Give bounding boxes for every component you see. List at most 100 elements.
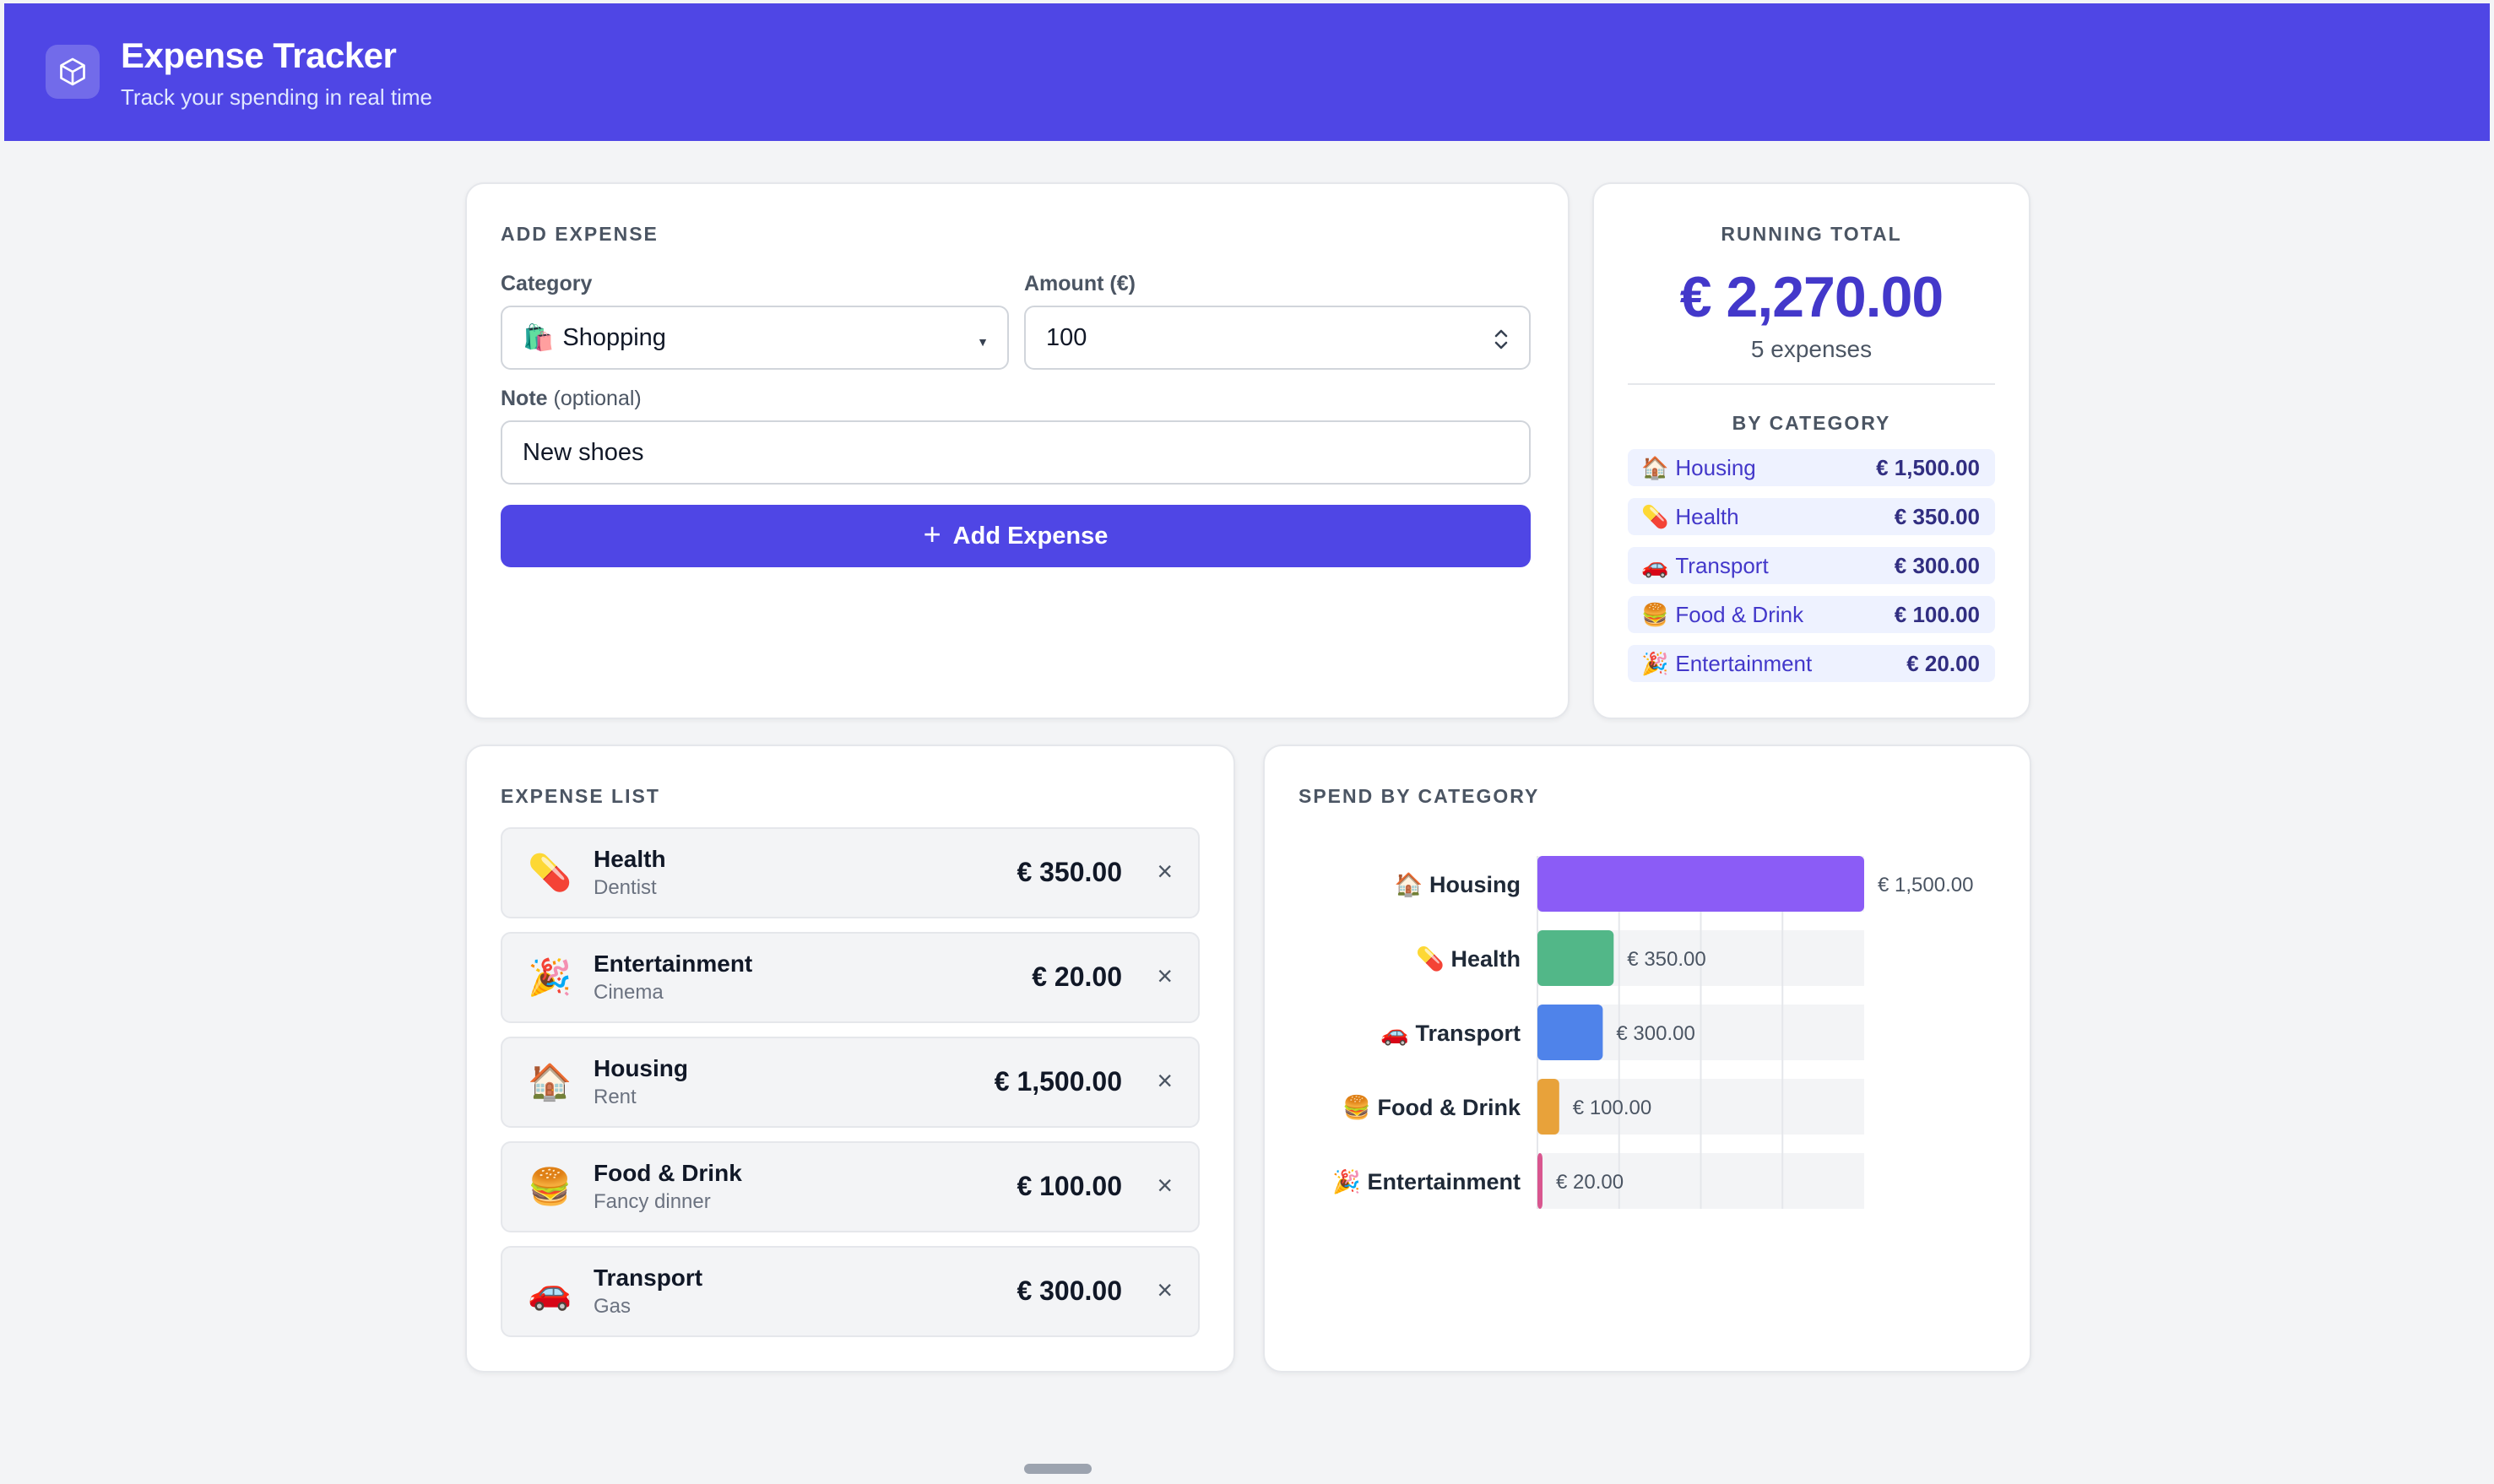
expense-amount: € 350.00 <box>1017 857 1122 887</box>
expense-list-item: 🍔 Food & Drink Fancy dinner € 100.00 × <box>501 1141 1200 1232</box>
chevron-down-icon: ▼ <box>977 335 989 349</box>
note-optional-text: (optional) <box>553 387 642 410</box>
category-select[interactable]: 🛍️ Shopping ▼ <box>501 306 1009 370</box>
note-label: Note (optional) <box>501 387 642 411</box>
remove-expense-button[interactable]: × <box>1157 1065 1173 1096</box>
divider <box>1628 383 1995 385</box>
pill-icon: 💊 <box>1641 503 1669 529</box>
remove-expense-button[interactable]: × <box>1157 961 1173 991</box>
value-label: € 350.00 <box>1627 948 1705 971</box>
spend-chart-heading: Spend by Category <box>1299 785 1540 807</box>
category-name: Health <box>1675 503 1739 529</box>
value-label: € 100.00 <box>1573 1097 1651 1119</box>
house-icon: 🏠 <box>528 1062 572 1102</box>
category-name: Transport <box>1675 552 1769 578</box>
category-label: 🏠 Housing <box>1395 872 1521 897</box>
category-label: 🚗 Transport <box>1380 1021 1521 1046</box>
category-label: 💊 Health <box>1416 945 1521 972</box>
add-expense-heading: Add Expense <box>501 223 659 245</box>
add-expense-card: Add Expense Category 🛍️ Shopping ▼ Amoun… <box>465 182 1570 719</box>
category-amount: € 1,500.00 <box>1876 454 1980 480</box>
by-category-heading: By Category <box>1732 412 1891 434</box>
expense-category: Housing <box>594 1055 688 1081</box>
app-frame: Expense Tracker Track your spending in r… <box>4 3 2490 1481</box>
note-label-text: Note <box>501 387 548 410</box>
value-label: € 300.00 <box>1616 1022 1694 1045</box>
amount-input[interactable]: 100 <box>1024 306 1531 370</box>
category-total-row: 🏠 Housing € 1,500.00 <box>1628 449 1995 486</box>
note-input[interactable]: New shoes <box>501 420 1531 485</box>
category-total-row: 🎉 Entertainment € 20.00 <box>1628 645 1995 682</box>
bar-2 <box>1537 1005 1603 1060</box>
category-amount: € 300.00 <box>1894 552 1980 578</box>
running-total-amount: € 2,270.00 <box>1679 265 1944 329</box>
shopping-bags-icon: 🛍️ <box>523 323 555 352</box>
note-input-value: New shoes <box>523 438 644 466</box>
remove-expense-button[interactable]: × <box>1157 1275 1173 1305</box>
expense-list-item: 💊 Health Dentist € 350.00 × <box>501 827 1200 918</box>
car-icon: 🚗 <box>528 1271 572 1311</box>
expense-amount: € 300.00 <box>1017 1275 1122 1306</box>
running-total-card: Running Total € 2,270.00 5 expenses By C… <box>1592 182 2030 719</box>
expense-category: Food & Drink <box>594 1160 742 1186</box>
amount-input-value: 100 <box>1046 323 1087 351</box>
burger-icon: 🍔 <box>528 1167 572 1206</box>
spend-bar-chart: 🏠 Housing € 1,500.00 💊 Health € 350.00 🚗 Tra… <box>1332 856 1973 1209</box>
bar-4 <box>1537 1153 1542 1209</box>
pill-icon: 💊 <box>528 853 572 892</box>
app-title: Expense Tracker <box>121 35 397 75</box>
burger-icon: 🍔 <box>1641 601 1669 627</box>
party-popper-icon: 🎉 <box>528 957 572 997</box>
category-amount: € 100.00 <box>1894 601 1980 627</box>
expense-list-item: 🚗 Transport Gas € 300.00 × <box>501 1246 1200 1337</box>
amount-label: Amount (€) <box>1024 272 1136 295</box>
expense-category: Entertainment <box>594 951 753 977</box>
expense-count: 5 expenses <box>1750 336 1873 362</box>
plus-icon: + <box>923 517 941 551</box>
bar-3 <box>1537 1079 1559 1135</box>
expense-list-item: 🎉 Entertainment Cinema € 20.00 × <box>501 932 1200 1023</box>
cube-icon <box>46 45 100 99</box>
expense-amount: € 1,500.00 <box>994 1066 1122 1097</box>
category-total-row: 💊 Health € 350.00 <box>1628 498 1995 535</box>
expense-list-item: 🏠 Housing Rent € 1,500.00 × <box>501 1037 1200 1128</box>
category-label: 🎉 Entertainment <box>1332 1168 1521 1195</box>
expense-note: Dentist <box>594 876 657 899</box>
category-name: Housing <box>1675 454 1756 480</box>
value-label: € 20.00 <box>1556 1171 1624 1194</box>
category-amount: € 350.00 <box>1894 503 1980 529</box>
expense-amount: € 100.00 <box>1017 1171 1122 1201</box>
expense-category: Transport <box>594 1265 703 1291</box>
category-name: Food & Drink <box>1675 601 1804 627</box>
bar-0 <box>1537 856 1864 912</box>
expense-list-heading: Expense List <box>501 785 660 807</box>
running-total-heading: Running Total <box>1721 223 1902 245</box>
category-label: 🍔 Food & Drink <box>1342 1094 1521 1120</box>
bar-1 <box>1537 930 1614 986</box>
expense-note: Gas <box>594 1295 632 1318</box>
category-total-row: 🍔 Food & Drink € 100.00 <box>1628 596 1995 633</box>
expense-list-card: Expense List 💊 Health Dentist € 350.00 ×… <box>465 745 1235 1373</box>
remove-expense-button[interactable]: × <box>1157 1170 1173 1200</box>
expense-category: Health <box>594 846 666 872</box>
spend-chart-card: Spend by Category 🏠 Housing € 1,500.00 💊 H… <box>1263 745 2031 1373</box>
expense-note: Fancy dinner <box>594 1190 711 1213</box>
house-icon: 🏠 <box>1641 454 1669 480</box>
category-select-value: Shopping <box>562 323 666 351</box>
category-label: Category <box>501 272 593 295</box>
category-amount: € 20.00 <box>1906 650 1980 676</box>
stepper-icon[interactable] <box>1492 322 1510 356</box>
app-header: Expense Tracker Track your spending in r… <box>4 3 2490 141</box>
expense-amount: € 20.00 <box>1032 961 1122 992</box>
resize-handle[interactable] <box>1024 1464 1092 1474</box>
party-popper-icon: 🎉 <box>1641 650 1669 676</box>
add-expense-button[interactable]: + Add Expense <box>501 505 1531 567</box>
category-name: Entertainment <box>1675 650 1813 676</box>
expense-note: Rent <box>594 1086 637 1108</box>
expense-note: Cinema <box>594 981 664 1004</box>
remove-expense-button[interactable]: × <box>1157 856 1173 886</box>
add-expense-button-label: Add Expense <box>952 522 1109 550</box>
category-total-row: 🚗 Transport € 300.00 <box>1628 547 1995 584</box>
app-subtitle: Track your spending in real time <box>121 84 432 110</box>
car-icon: 🚗 <box>1641 552 1669 578</box>
